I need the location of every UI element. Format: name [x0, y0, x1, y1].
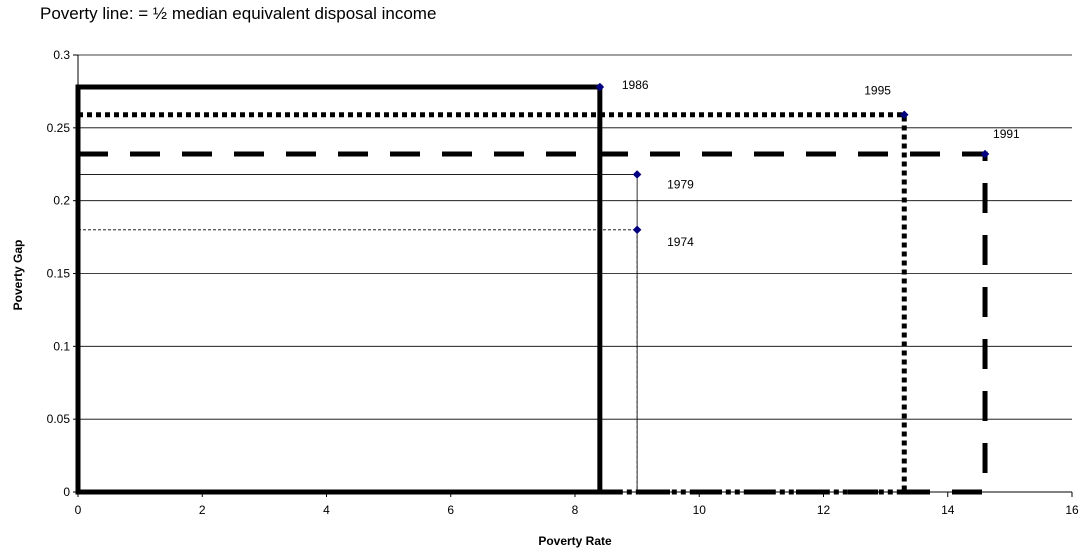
point-label-1979: 1979 — [667, 177, 694, 191]
rect-1979 — [77, 174, 638, 493]
x-axis-label: Poverty Rate — [538, 534, 612, 548]
x-tick-label: 10 — [693, 503, 707, 517]
x-tick-label: 6 — [447, 503, 454, 517]
grid-lines — [78, 54, 1072, 420]
x-tick-label: 0 — [75, 503, 82, 517]
rect-1991 — [75, 151, 988, 495]
y-tick-label: 0.1 — [53, 339, 70, 353]
point-label-1995: 1995 — [864, 84, 891, 98]
x-tick-label: 4 — [323, 503, 330, 517]
x-tick-label: 14 — [941, 503, 955, 517]
x-tick-label: 12 — [817, 503, 831, 517]
poverty-rectangles — [75, 84, 988, 495]
rect-1995 — [75, 112, 907, 495]
x-tick-label: 8 — [572, 503, 579, 517]
y-tick-label: 0.05 — [47, 412, 71, 426]
point-1979 — [632, 170, 642, 179]
y-axis-label: Poverty Gap — [11, 240, 25, 311]
x-tick-label: 2 — [199, 503, 206, 517]
chart-title: Poverty line: = ½ median equivalent disp… — [40, 4, 437, 23]
rect-1986 — [75, 84, 603, 495]
y-tick-label: 0 — [63, 485, 70, 499]
x-tick-label: 16 — [1065, 503, 1079, 517]
point-label-1986: 1986 — [622, 78, 649, 92]
axes: 0 0.05 0.1 0.15 0.2 0.25 0.3 0 2 4 6 8 10 12 14 16 — [47, 48, 1079, 517]
y-tick-label: 0.2 — [53, 194, 70, 208]
point-label-1991: 1991 — [993, 127, 1020, 141]
point-1974 — [632, 225, 642, 235]
point-1986 — [595, 82, 605, 92]
y-tick-label: 0.15 — [47, 267, 71, 281]
point-label-1974: 1974 — [667, 235, 694, 249]
point-1995 — [899, 110, 909, 120]
y-tick-label: 0.25 — [47, 121, 71, 135]
data-points: 1974 1979 1986 1991 1995 — [595, 78, 1020, 249]
point-1991 — [980, 149, 990, 159]
y-tick-label: 0.3 — [53, 48, 70, 62]
rect-1974 — [77, 229, 638, 493]
